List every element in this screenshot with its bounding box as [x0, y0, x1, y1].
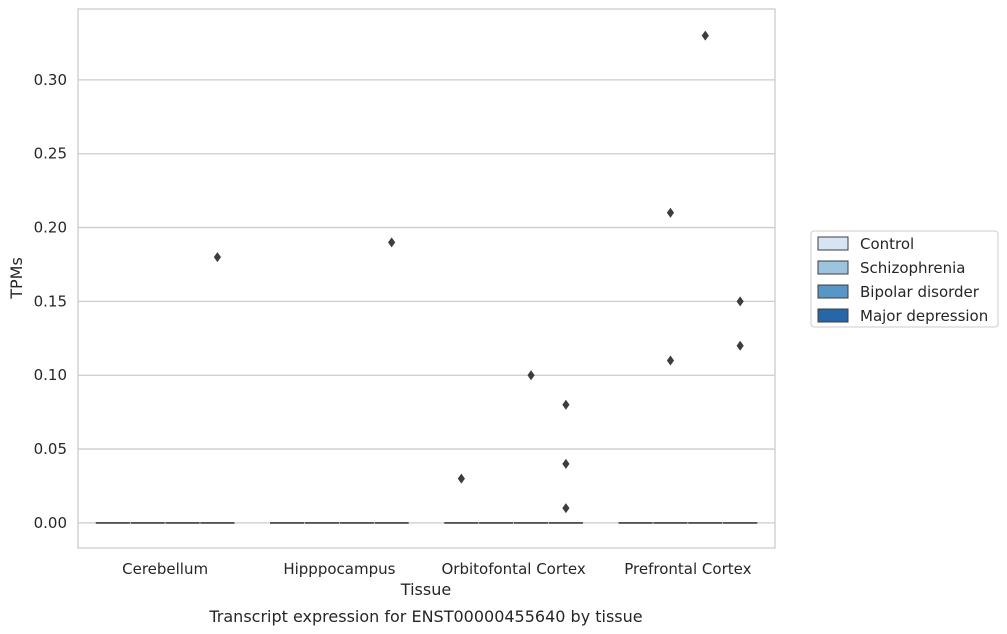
outlier-point: [701, 30, 709, 41]
outlier-point: [457, 473, 465, 484]
x-axis-title: Tissue: [400, 580, 451, 599]
outlier-point: [736, 296, 744, 307]
y-tick-label: 0.00: [34, 514, 67, 532]
legend-swatch: [817, 236, 849, 251]
legend-label: Schizophrenia: [860, 259, 965, 277]
y-tick-label: 0.20: [34, 219, 67, 237]
y-tick-label: 0.25: [34, 145, 67, 163]
outlier-point: [562, 458, 570, 469]
plot-frame: [77, 8, 776, 549]
y-tick-label: 0.05: [34, 440, 67, 458]
legend-swatch: [817, 308, 849, 323]
outlier-point: [666, 355, 675, 366]
outlier-point: [527, 370, 535, 381]
outlier-point: [562, 399, 570, 410]
x-tick-labels: Cerebellum Hipppocampus Orbitofontal Corte…: [122, 560, 751, 578]
legend: Control Schizophrenia Bipolar disorder Majo…: [810, 230, 999, 328]
y-tick-label: 0.10: [34, 366, 67, 384]
outlier-point: [736, 340, 744, 351]
x-tick-label: Orbitofontal Cortex: [442, 560, 586, 578]
y-axis-title: TPMs: [7, 257, 26, 300]
legend-label: Major depression: [860, 307, 988, 325]
grid-lines: [78, 79, 775, 524]
legend-swatch: [817, 284, 849, 299]
legend-label: Control: [860, 235, 914, 253]
outlier-point: [666, 207, 675, 218]
chart-caption: Transcript expression for ENST0000045564…: [208, 607, 642, 626]
x-tick-label: Hipppocampus: [283, 560, 395, 578]
outlier-point: [213, 252, 221, 263]
y-tick-label: 0.15: [34, 292, 67, 310]
y-tick-label: 0.30: [34, 71, 67, 89]
legend-frame: [810, 230, 999, 328]
outlier-points: [213, 30, 744, 514]
x-tick-label: Prefrontal Cortex: [624, 560, 751, 578]
legend-label: Bipolar disorder: [860, 283, 980, 301]
x-tick-label: Cerebellum: [122, 560, 208, 578]
outlier-point: [562, 503, 570, 514]
outlier-point: [388, 237, 396, 248]
y-tick-labels: 0.00 0.05 0.10 0.15 0.20 0.25 0.30: [34, 71, 67, 532]
legend-swatch: [817, 260, 849, 275]
